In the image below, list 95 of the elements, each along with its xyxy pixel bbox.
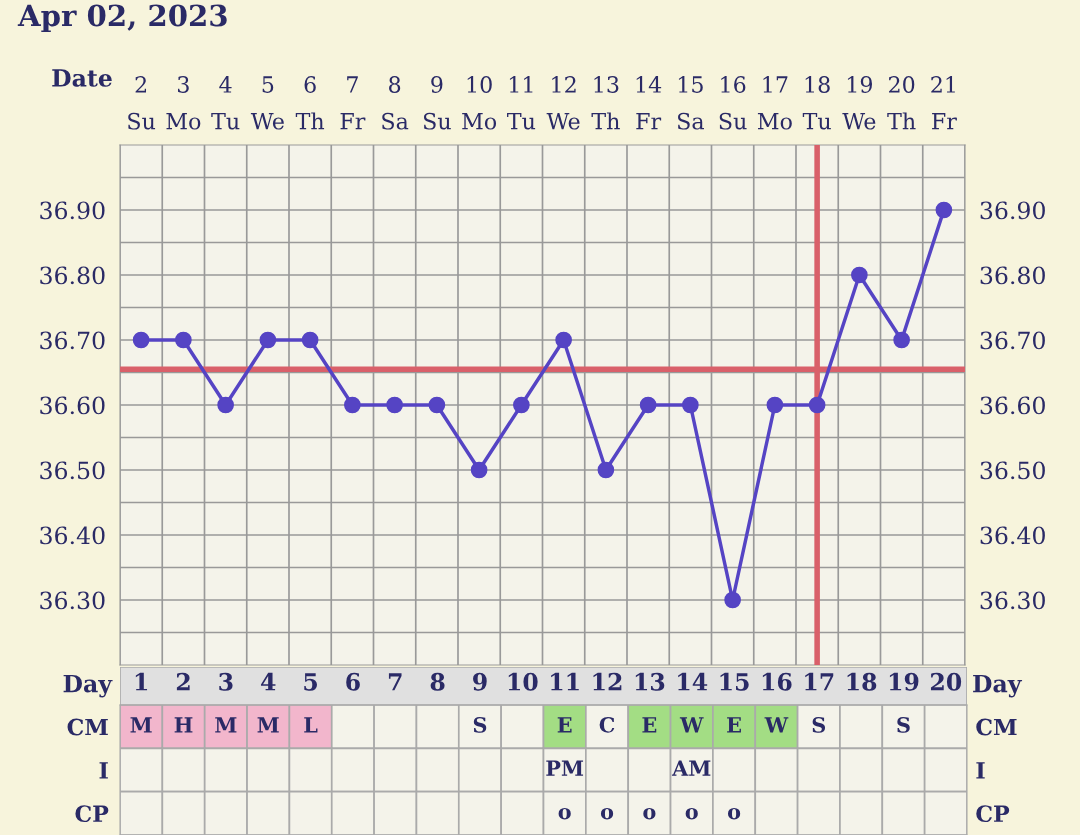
x-axis-title: Date (52, 69, 112, 87)
text: o (558, 807, 571, 820)
x-tick-label: 3 Mo (166, 76, 201, 130)
x-tick-label: 7 Fr (340, 76, 366, 130)
text: o (685, 807, 698, 820)
text: M (130, 717, 152, 733)
point (470, 461, 488, 479)
text: S (812, 716, 826, 733)
point (344, 396, 361, 414)
text: PM (546, 760, 584, 776)
x-tick-label: 1 (135, 672, 148, 691)
x-tick-label: 14 Fr (636, 76, 662, 130)
x-tick-label: 2 Su (128, 76, 156, 130)
y-tick-label: 36.70 (40, 331, 105, 350)
point (724, 591, 741, 609)
y-tick-label: 36.50 (40, 461, 105, 480)
y-tick-label: CP (976, 805, 1010, 823)
text: H (174, 717, 193, 733)
text: o (643, 807, 656, 820)
x-tick-label: 17 (805, 672, 834, 691)
text: E (642, 717, 657, 733)
x-tick-label: 10 Mo (462, 76, 497, 130)
x-tick-label: 11 Tu (507, 76, 536, 130)
point (175, 331, 192, 349)
x-tick-label: 10 (508, 672, 538, 691)
point (428, 396, 446, 414)
point (851, 266, 868, 284)
x-tick-label: 11 (551, 672, 579, 691)
text: M (257, 717, 279, 733)
text: E (727, 717, 741, 733)
x-tick-label: 20 Th (887, 76, 916, 130)
x-tick-label: 3 (219, 672, 233, 691)
point (597, 461, 615, 479)
point (217, 396, 234, 414)
x-tick-label: 13 (635, 672, 665, 691)
x-tick-label: 5 (304, 673, 317, 691)
x-tick-label: 19 (889, 672, 919, 691)
x-tick-label: 6 (346, 672, 360, 691)
text: S (473, 716, 487, 733)
x-tick-label: 15 Sa (678, 76, 704, 130)
point (513, 396, 530, 414)
point (766, 396, 784, 414)
x-axis-title: Day (973, 674, 1023, 698)
x-tick-label: 8 (430, 672, 445, 691)
x-tick-label: 12 We (546, 76, 580, 130)
text: o (600, 807, 614, 820)
point (555, 331, 572, 349)
text: W (679, 717, 704, 733)
text: M (215, 717, 237, 733)
y-tick-label: 36.40 (40, 526, 105, 545)
y-tick-label: 36.80 (40, 266, 105, 285)
x-tick-label: 9 Su (423, 76, 451, 130)
x-tick-label: 2 (176, 672, 190, 691)
y-tick-label: 36.60 (40, 396, 105, 415)
x-tick-label: 17 Mo (757, 76, 792, 130)
point (132, 331, 150, 349)
point (893, 331, 910, 349)
y-tick-label: I (976, 762, 985, 779)
text: S (897, 716, 910, 733)
x-tick-label: 14 (678, 672, 708, 691)
text: W (764, 717, 789, 733)
text: o (727, 807, 741, 820)
x-tick-label: 19 We (842, 76, 876, 130)
y-tick-label: CM (976, 718, 1017, 736)
text: E (557, 717, 572, 733)
x-tick-label: 20 (930, 672, 962, 691)
text: L (304, 717, 318, 733)
text: Day (63, 674, 113, 698)
y-tick-label: 36.90 (40, 201, 105, 220)
x-tick-label: 4 (260, 672, 276, 691)
x-tick-label: 21 Fr (931, 76, 957, 130)
point (935, 201, 953, 219)
x-tick-label: 9 (473, 672, 487, 691)
x-tick-label: 18 Tu (802, 76, 831, 130)
x-tick-label: 16 Su (719, 76, 747, 130)
x-tick-label: 18 (847, 672, 877, 691)
x-tick-label: 16 (762, 672, 792, 691)
x-tick-label: 5 We (250, 76, 284, 130)
x-tick-label: 8 Sa (382, 76, 409, 130)
x-tick-label: 15 (720, 672, 749, 691)
y-tick-label: 36.30 (40, 591, 105, 610)
x-tick-label: 12 (593, 672, 622, 691)
point (682, 396, 699, 414)
chart-title: Apr 02, 2023 (17, 4, 227, 33)
point (639, 396, 657, 414)
point (259, 331, 277, 349)
text: C (599, 716, 615, 733)
point (301, 331, 319, 349)
text: AM (671, 760, 711, 776)
x-tick-label: 4 Tu (211, 76, 240, 130)
x-tick-label: 6 Th (295, 76, 325, 130)
x-tick-label: 13 Th (591, 76, 620, 130)
point (386, 396, 403, 414)
x-tick-label: 7 (388, 673, 402, 691)
point (808, 396, 826, 414)
